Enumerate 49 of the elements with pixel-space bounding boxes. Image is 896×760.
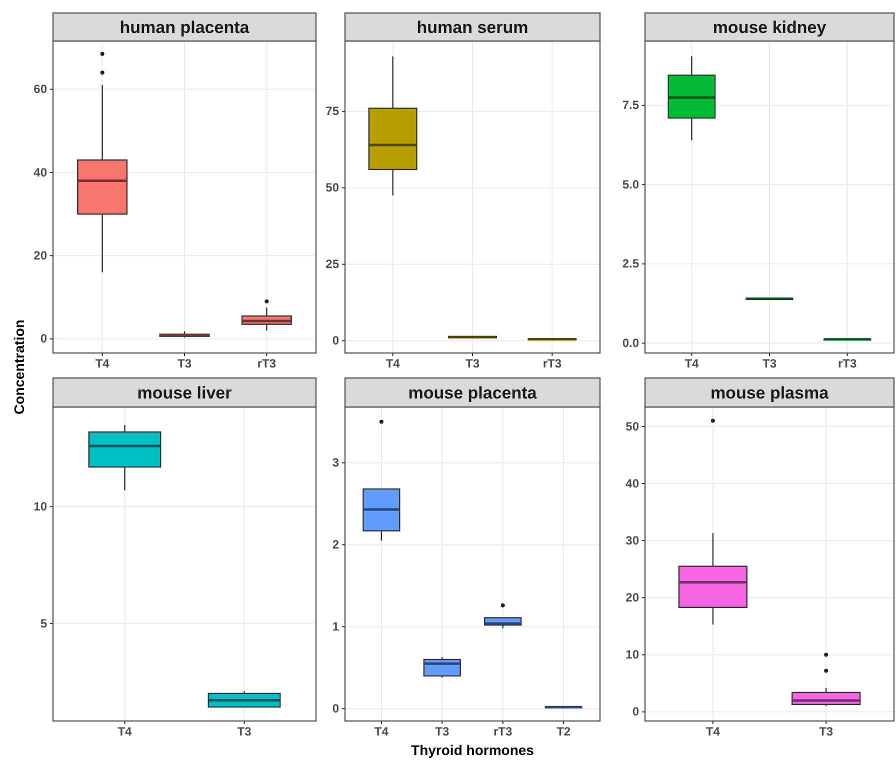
y-tick-label: 7.5 (622, 98, 640, 112)
x-tick-label: rT3 (542, 356, 562, 371)
y-tick-label: 0 (332, 702, 340, 716)
x-tick-label: rT3 (838, 356, 857, 371)
x-tick-label: rT3 (257, 356, 276, 371)
x-tick-label: T3 (819, 724, 834, 739)
y-tick-label: 10 (34, 500, 48, 514)
x-tick-label: rT3 (494, 724, 513, 739)
x-tick-label: T4 (95, 356, 110, 371)
y-tick-label: 2.5 (622, 256, 640, 271)
y-tick-label: 0 (632, 704, 640, 719)
x-tick-label: T3 (762, 356, 777, 371)
chart-title: mouse kidney (712, 18, 827, 37)
y-tick-label: 75 (326, 104, 340, 118)
y-tick-label: 2 (332, 538, 340, 552)
y-tick-label: 0 (332, 334, 340, 348)
x-axis-title: Thyroid hormones (411, 742, 534, 758)
y-tick-label: 50 (326, 180, 340, 195)
y-tick-label: 20 (34, 248, 48, 262)
y-tick-label: 3 (332, 456, 340, 470)
y-tick-label: 10 (626, 648, 640, 662)
x-tick-label: T4 (706, 724, 720, 739)
x-tick-label: T2 (556, 724, 571, 739)
chart-title: mouse plasma (710, 384, 830, 402)
x-tick-label: T3 (465, 356, 480, 371)
y-tick-label: 1 (332, 620, 340, 634)
chart-title: human placenta (120, 18, 250, 37)
x-tick-label: T4 (386, 356, 400, 371)
y-tick-label: 0 (40, 332, 48, 346)
chart-title: mouse placenta (408, 384, 538, 402)
x-tick-label: T4 (118, 724, 132, 739)
y-tick-label: 0.0 (622, 336, 640, 350)
x-tick-label: T4 (684, 356, 700, 371)
y-tick-label: 25 (326, 257, 340, 272)
chart-title: mouse liver (137, 384, 232, 402)
y-tick-label: 5 (40, 616, 48, 630)
y-tick-label: 30 (626, 533, 640, 548)
y-tick-label: 40 (34, 165, 48, 180)
x-tick-label: T4 (374, 724, 389, 739)
y-tick-label: 20 (626, 590, 640, 605)
x-tick-label: T3 (237, 724, 252, 739)
x-tick-label: T3 (177, 356, 192, 371)
y-tick-label: 60 (34, 82, 48, 96)
x-tick-label: T3 (435, 724, 450, 739)
chart-title: human serum (416, 18, 528, 37)
y-axis-title: Concentration (11, 320, 27, 414)
y-tick-label: 40 (626, 476, 640, 490)
y-tick-label: 50 (626, 419, 640, 434)
y-tick-label: 5.0 (622, 177, 640, 192)
